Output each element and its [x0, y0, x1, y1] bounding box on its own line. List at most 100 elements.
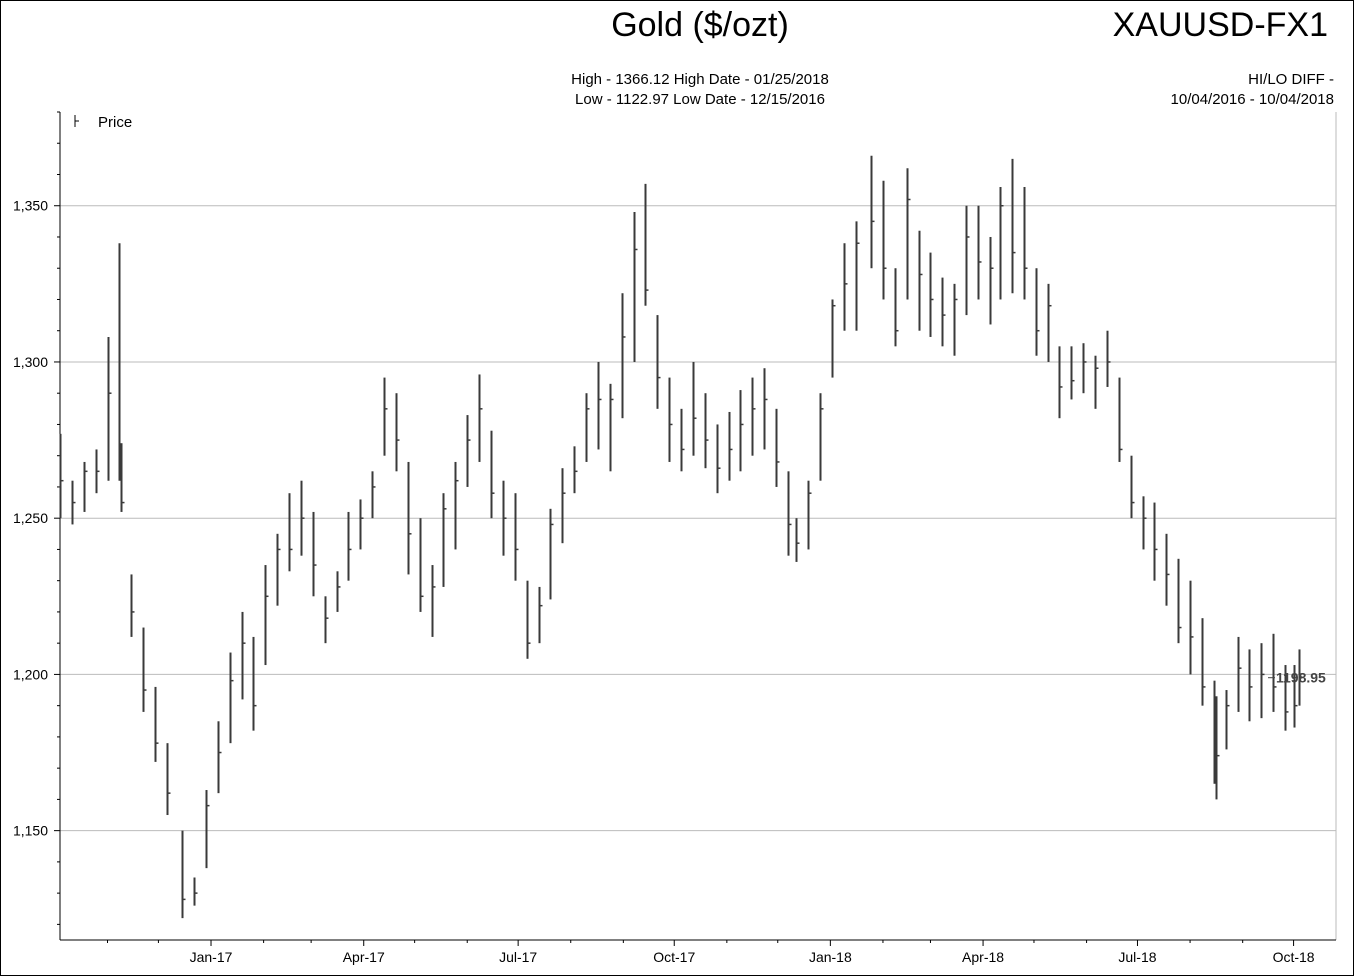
high-low-stats: High - 1366.12 High Date - 01/25/2018 Lo…	[500, 70, 900, 110]
price-bar	[775, 408, 780, 487]
hilo-diff: HI/LO DIFF - 10/04/2016 - 10/04/2018	[1171, 70, 1334, 110]
price-bar	[312, 511, 317, 597]
price-bar	[478, 374, 483, 462]
price-bar	[264, 565, 269, 666]
low-stat: Low - 1122.97 Low Date - 12/15/2016	[575, 91, 825, 108]
x-tick-label: Apr-17	[343, 949, 385, 965]
price-bar	[870, 155, 875, 269]
price-bar	[573, 446, 578, 494]
price-bar	[514, 493, 519, 581]
symbol-label: XAUUSD-FX1	[1112, 6, 1328, 44]
price-bar	[83, 461, 88, 512]
y-tick-label: 1,250	[13, 510, 48, 526]
price-bar	[371, 471, 376, 519]
price-bar	[395, 393, 400, 472]
price-bar	[585, 393, 590, 462]
price-bar	[751, 377, 756, 456]
price-bar	[999, 186, 1004, 300]
price-bar	[1106, 330, 1111, 387]
price-bar	[1298, 649, 1303, 706]
price-bar	[142, 627, 147, 712]
last-value-label: 1198.95	[1276, 670, 1326, 686]
price-bar	[918, 230, 923, 331]
price-bar	[1047, 283, 1052, 362]
price-bar	[1011, 158, 1016, 294]
price-bar	[193, 877, 198, 906]
price-bar	[633, 211, 638, 362]
price-bar	[906, 168, 911, 300]
hilo-label: HI/LO DIFF -	[1248, 71, 1334, 88]
price-bar	[1248, 649, 1253, 722]
price-bar	[1165, 533, 1170, 606]
high-stat: High - 1366.12 High Date - 01/25/2018	[571, 71, 829, 88]
price-bar	[1023, 186, 1028, 300]
price-bar	[359, 499, 364, 550]
price-bar	[1237, 636, 1242, 712]
price-bar	[120, 443, 125, 512]
price-bar	[276, 533, 281, 606]
price-bar	[1070, 346, 1075, 400]
price-bar	[538, 586, 543, 644]
price-bar	[181, 830, 186, 919]
price-bar	[795, 518, 800, 562]
price-bar	[763, 368, 768, 450]
price-bar	[217, 721, 222, 794]
price-bar	[621, 293, 626, 419]
price-bar	[466, 415, 471, 487]
price-bar	[1225, 690, 1230, 750]
price-bar	[597, 361, 602, 450]
price-bar	[324, 596, 329, 644]
x-tick-label: Apr-18	[962, 949, 1004, 965]
price-bar	[989, 236, 994, 325]
price-bar	[819, 393, 824, 481]
price-bar	[929, 252, 934, 337]
price-bar	[419, 518, 424, 612]
price-bar	[1215, 696, 1220, 800]
price-bar	[95, 449, 100, 494]
price-bar	[787, 471, 792, 556]
price-bar	[1118, 377, 1123, 462]
price-bar	[843, 243, 848, 331]
price-bar	[1284, 665, 1289, 731]
price-bar	[1260, 643, 1265, 719]
price-bar	[442, 493, 447, 587]
price-bar	[609, 383, 614, 472]
price-bar	[1130, 455, 1135, 519]
price-bar	[1094, 355, 1099, 409]
price-bar	[502, 480, 507, 556]
price-bar	[347, 511, 352, 581]
y-tick-label: 1,350	[13, 198, 48, 214]
price-bar	[692, 361, 697, 456]
x-axis: Jan-17 Apr-17 Jul-17 Oct-17 Jan-18 Apr-18 Jul-…	[60, 939, 1336, 965]
price-bar	[549, 508, 554, 600]
price-bar	[1293, 665, 1298, 728]
price-bar	[154, 686, 159, 762]
price-bar	[704, 393, 709, 469]
price-bar	[454, 461, 459, 550]
price-bar	[882, 180, 887, 300]
ohlc-bars	[59, 155, 1303, 919]
price-bar	[680, 408, 685, 472]
x-tick-label: Jul-18	[1118, 949, 1156, 965]
price-bar	[205, 790, 210, 869]
price-bar	[490, 430, 495, 519]
price-bar	[739, 390, 744, 472]
price-bar	[1201, 618, 1206, 706]
chart-title: Gold ($/ozt)	[611, 6, 789, 44]
price-bar	[252, 636, 257, 731]
price-bar	[71, 480, 76, 525]
legend-label: Price	[98, 114, 132, 131]
price-bar	[1177, 558, 1182, 644]
price-bar	[941, 277, 946, 347]
legend: Price	[74, 114, 132, 131]
x-tick-label: Jan-17	[190, 949, 233, 965]
price-bar	[977, 205, 982, 300]
price-bar	[716, 424, 721, 494]
x-tick-label: Jul-17	[499, 949, 537, 965]
x-tick-label: Jan-18	[809, 949, 852, 965]
price-bar	[1035, 268, 1040, 356]
price-bar	[383, 377, 388, 456]
y-tick-label: 1,150	[13, 823, 48, 839]
price-bar	[953, 283, 958, 356]
